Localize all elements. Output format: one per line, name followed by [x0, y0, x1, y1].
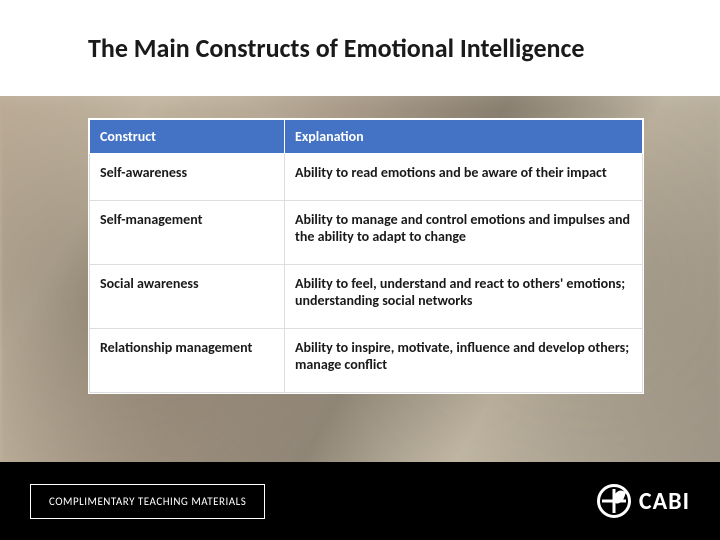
column-header-explanation: Explanation [285, 120, 643, 154]
footer-bar: COMPLIMENTARY TEACHING MATERIALS CABI [0, 462, 720, 540]
table-row: Self-management Ability to manage and co… [90, 200, 643, 264]
footer-label: COMPLIMENTARY TEACHING MATERIALS [30, 484, 265, 519]
table-row: Relationship management Ability to inspi… [90, 328, 643, 392]
table-header-row: Construct Explanation [90, 120, 643, 154]
constructs-table: Construct Explanation Self-awareness Abi… [88, 118, 644, 394]
slide: The Main Constructs of Emotional Intelli… [0, 0, 720, 540]
column-header-construct: Construct [90, 120, 285, 154]
cell-construct: Self-awareness [90, 154, 285, 201]
page-title: The Main Constructs of Emotional Intelli… [88, 32, 584, 64]
cell-explanation: Ability to read emotions and be aware of… [285, 154, 643, 201]
cell-explanation: Ability to feel, understand and react to… [285, 264, 643, 328]
cell-explanation: Ability to manage and control emotions a… [285, 200, 643, 264]
cell-explanation: Ability to inspire, motivate, influence … [285, 328, 643, 392]
cell-construct: Relationship management [90, 328, 285, 392]
title-bar: The Main Constructs of Emotional Intelli… [0, 0, 720, 96]
cabi-logo-icon [597, 484, 631, 518]
brand-logo: CABI [597, 484, 690, 518]
leaf-icon [612, 489, 626, 506]
brand-logo-text: CABI [639, 487, 690, 516]
cell-construct: Social awareness [90, 264, 285, 328]
cell-construct: Self-management [90, 200, 285, 264]
table-row: Self-awareness Ability to read emotions … [90, 154, 643, 201]
table-row: Social awareness Ability to feel, unders… [90, 264, 643, 328]
